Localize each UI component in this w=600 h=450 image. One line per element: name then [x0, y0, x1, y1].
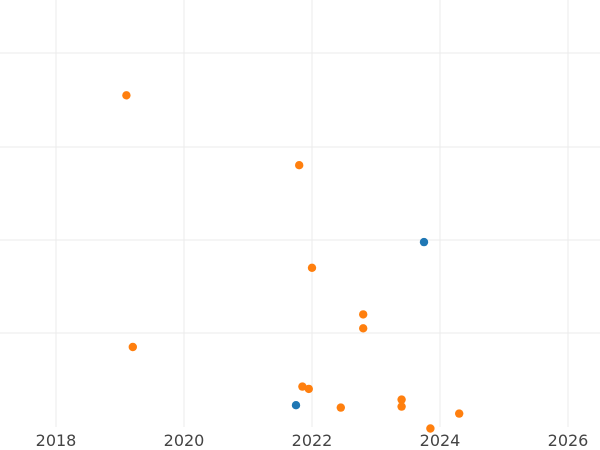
data-point — [307, 263, 317, 272]
x-tick-label: 2024 — [420, 431, 461, 450]
data-point — [359, 310, 368, 319]
data-point — [359, 324, 368, 333]
data-point — [304, 384, 313, 394]
data-point — [295, 161, 304, 170]
data-point — [397, 395, 406, 404]
x-tick-label: 2020 — [164, 431, 205, 450]
data-point — [298, 382, 307, 391]
data-point — [455, 409, 464, 418]
data-point — [419, 237, 429, 247]
data-point — [128, 342, 137, 352]
x-axis-tick-labels: 2018 2020 2022 2024 2026 — [36, 431, 589, 450]
data-point — [426, 424, 435, 433]
data-point — [291, 401, 301, 410]
data-point — [336, 403, 345, 412]
data-points — [122, 91, 464, 433]
x-tick-label: 2018 — [36, 431, 77, 450]
data-point — [122, 91, 131, 100]
x-tick-label: 2022 — [292, 431, 333, 450]
grid — [0, 0, 600, 427]
data-point — [397, 402, 406, 411]
x-tick-label: 2026 — [548, 431, 589, 450]
